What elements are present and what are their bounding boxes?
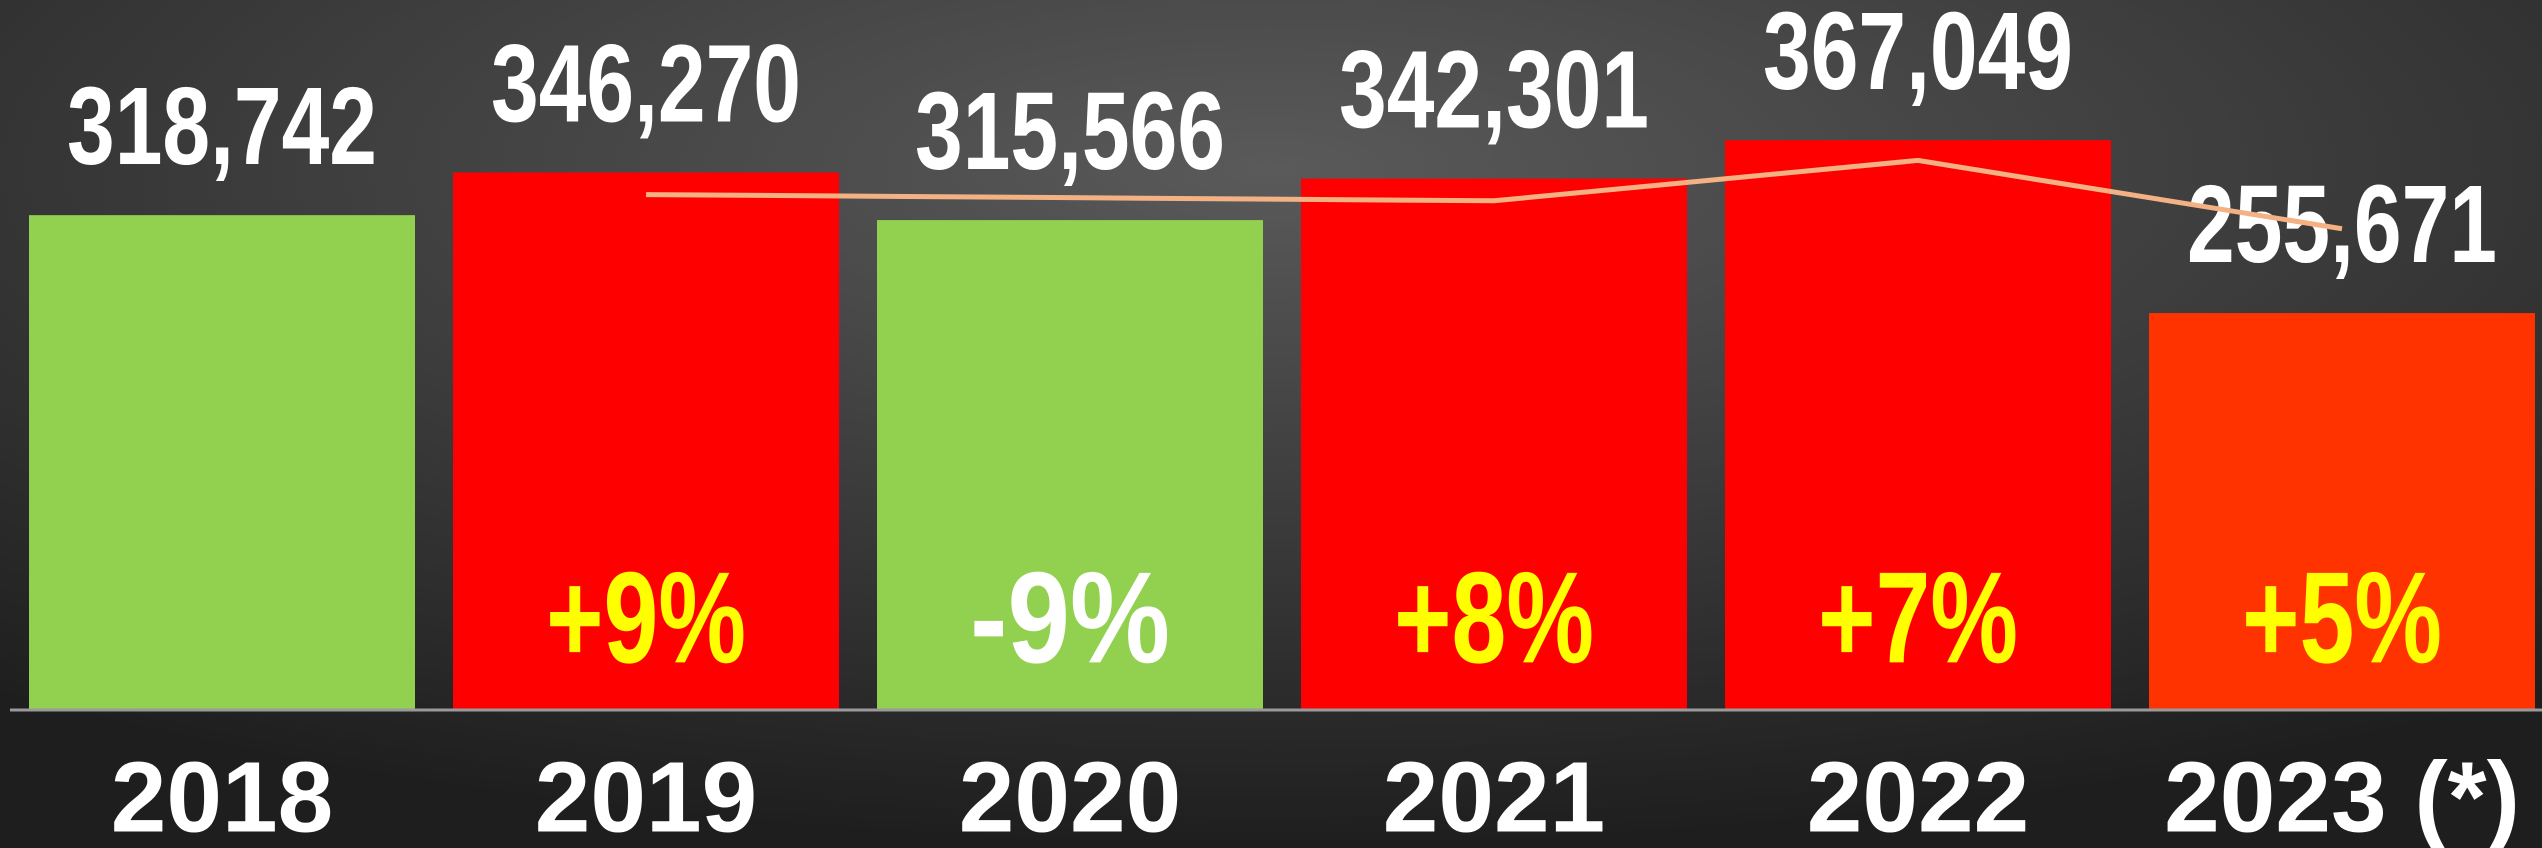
value-label: 255,671 (2187, 163, 2497, 286)
change-label: +7% (1818, 544, 2018, 690)
change-label: +9% (546, 544, 746, 690)
trend-line (645, 157, 2343, 232)
x-tick-label: 2018 (111, 741, 333, 848)
bar (877, 220, 1263, 710)
bar (1301, 178, 1687, 710)
x-tick-label: 2023 (*) (2164, 741, 2520, 848)
x-tick-label: 2019 (535, 741, 757, 848)
value-label: 342,301 (1339, 29, 1649, 152)
bar (2149, 313, 2535, 710)
change-label: +8% (1394, 544, 1594, 690)
x-tick-label: 2022 (1807, 741, 2029, 848)
bar (29, 215, 415, 710)
value-label: 315,566 (915, 70, 1225, 193)
change-label: -9% (970, 544, 1170, 690)
x-tick-label: 2020 (959, 741, 1181, 848)
bar (453, 172, 839, 710)
change-label: +5% (2242, 544, 2442, 690)
bar (1725, 140, 2111, 710)
value-label: 346,270 (491, 22, 801, 145)
value-label: 367,049 (1763, 0, 2073, 113)
x-tick-label: 2021 (1383, 741, 1605, 848)
value-label: 318,742 (67, 65, 377, 188)
